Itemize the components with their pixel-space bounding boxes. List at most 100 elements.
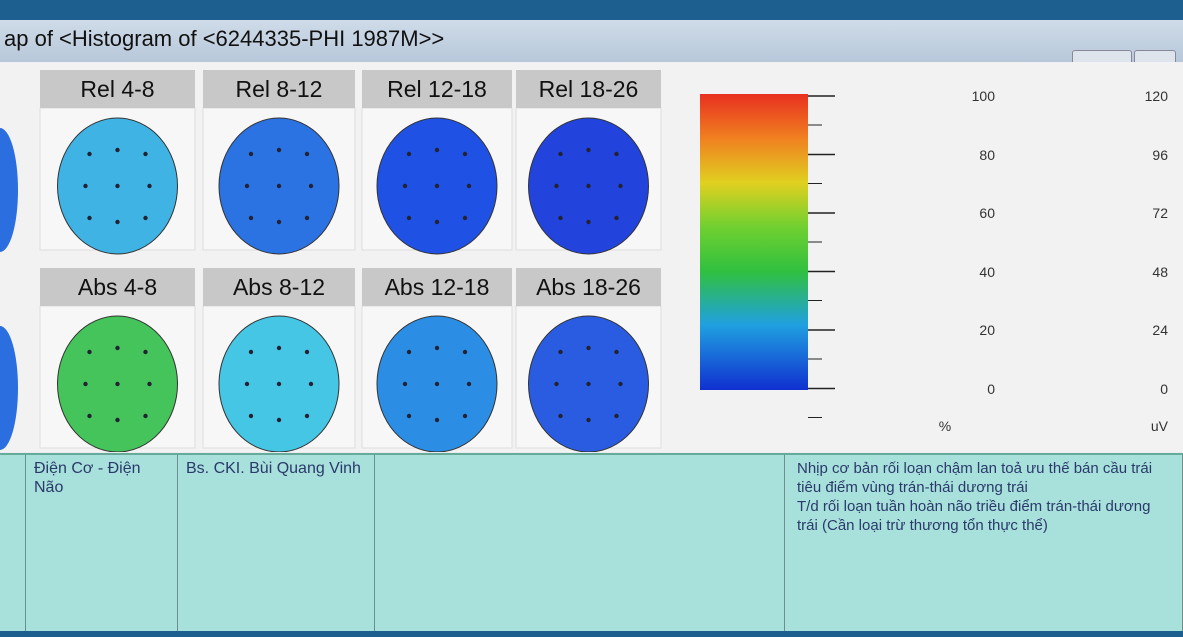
electrode <box>304 349 310 355</box>
uv-label: 72 <box>1152 205 1168 221</box>
electrode <box>115 147 120 153</box>
conclusion-cell: Nhịp cơ bản rối loạn chậm lan toả ưu thế… <box>785 455 1183 633</box>
electrode <box>462 151 468 157</box>
electrode <box>586 147 591 153</box>
map-label: Rel 8-12 <box>203 70 355 108</box>
electrode <box>248 215 254 221</box>
electrode <box>248 151 254 157</box>
electrode <box>434 345 440 351</box>
electrode <box>87 349 92 355</box>
electrode <box>614 413 619 419</box>
uv-label: 0 <box>1160 380 1168 397</box>
head-map <box>0 128 18 252</box>
electrode <box>614 215 619 221</box>
electrode <box>304 215 310 221</box>
electrode <box>402 381 408 387</box>
electrode <box>143 413 148 419</box>
map-label: Rel 4-8 <box>40 70 195 108</box>
electrode <box>586 219 591 225</box>
percent-label: 100 <box>971 88 995 104</box>
electrode <box>276 345 282 351</box>
electrode <box>462 215 468 221</box>
electrode <box>115 381 120 387</box>
head-map <box>0 326 18 450</box>
electrode <box>248 413 254 419</box>
map-label: Abs 8-12 <box>203 268 355 306</box>
uv-label: 96 <box>1152 146 1168 163</box>
electrode <box>147 183 152 189</box>
electrode <box>586 183 591 189</box>
electrode <box>558 349 563 355</box>
electrode <box>618 381 623 387</box>
electrode <box>554 381 559 387</box>
electrode <box>462 413 468 419</box>
electrode <box>308 381 314 387</box>
percent-label: 60 <box>979 205 995 221</box>
electrode <box>466 381 472 387</box>
electrode <box>558 413 563 419</box>
electrode <box>276 219 282 225</box>
electrode <box>586 381 591 387</box>
color-bar <box>700 94 808 390</box>
electrode <box>115 219 120 225</box>
electrode <box>83 381 88 387</box>
map-label: Abs 12-18 <box>362 268 512 306</box>
percent-unit: % <box>938 418 952 434</box>
map-label: Rel 12-18 <box>362 70 512 108</box>
electrode <box>143 349 148 355</box>
electrode <box>87 215 92 221</box>
electrode <box>143 215 148 221</box>
electrode <box>115 417 120 423</box>
department-cell: Điện Cơ - Điện Não <box>26 455 178 633</box>
conclusion-line: Nhịp cơ bản rối loạn chậm lan toả ưu thế… <box>797 460 1153 496</box>
electrode <box>586 345 591 351</box>
uv-label: 120 <box>1144 88 1168 104</box>
bottom-bar <box>0 631 1183 637</box>
top-bar <box>0 0 1183 20</box>
uv-label: 48 <box>1152 263 1168 280</box>
electrode <box>406 215 412 221</box>
electrode <box>434 147 440 153</box>
electrode <box>406 413 412 419</box>
electrode <box>614 349 619 355</box>
electrode <box>308 183 314 189</box>
conclusion-line: T/d rối loạn tuần hoàn não triều điểm tr… <box>797 498 1151 534</box>
electrode <box>304 151 310 157</box>
report-table: Điện Cơ - Điện Não Bs. CKI. Bùi Quang Vi… <box>0 453 1183 633</box>
electrode <box>276 147 282 153</box>
electrode <box>434 381 440 387</box>
electrode <box>143 151 148 157</box>
electrode <box>276 381 282 387</box>
electrode <box>406 349 412 355</box>
electrode <box>304 413 310 419</box>
electrode <box>434 417 440 423</box>
electrode <box>586 417 591 423</box>
electrode <box>115 183 120 189</box>
electrode <box>614 151 619 157</box>
electrode <box>147 381 152 387</box>
electrode <box>554 183 559 189</box>
electrode <box>244 183 250 189</box>
cell <box>0 455 26 633</box>
electrode <box>402 183 408 189</box>
uv-unit: uV <box>1150 418 1168 434</box>
electrode <box>434 219 440 225</box>
electrode <box>462 349 468 355</box>
map-label: Rel 18-26 <box>516 70 661 108</box>
percent-label: 40 <box>979 263 995 280</box>
doctor: Bs. CKI. Bùi Quang Vinh <box>186 460 361 477</box>
maps <box>0 94 835 452</box>
department: Điện Cơ - Điện Não <box>34 460 141 496</box>
percent-label: 80 <box>979 146 995 163</box>
electrode <box>618 183 623 189</box>
electrode <box>434 183 440 189</box>
electrode <box>558 215 563 221</box>
percent-label: 0 <box>987 380 995 397</box>
electrode <box>406 151 412 157</box>
electrode <box>558 151 563 157</box>
electrode <box>115 345 120 351</box>
electrode <box>87 151 92 157</box>
electrode <box>276 183 282 189</box>
percent-label: 20 <box>979 322 995 338</box>
